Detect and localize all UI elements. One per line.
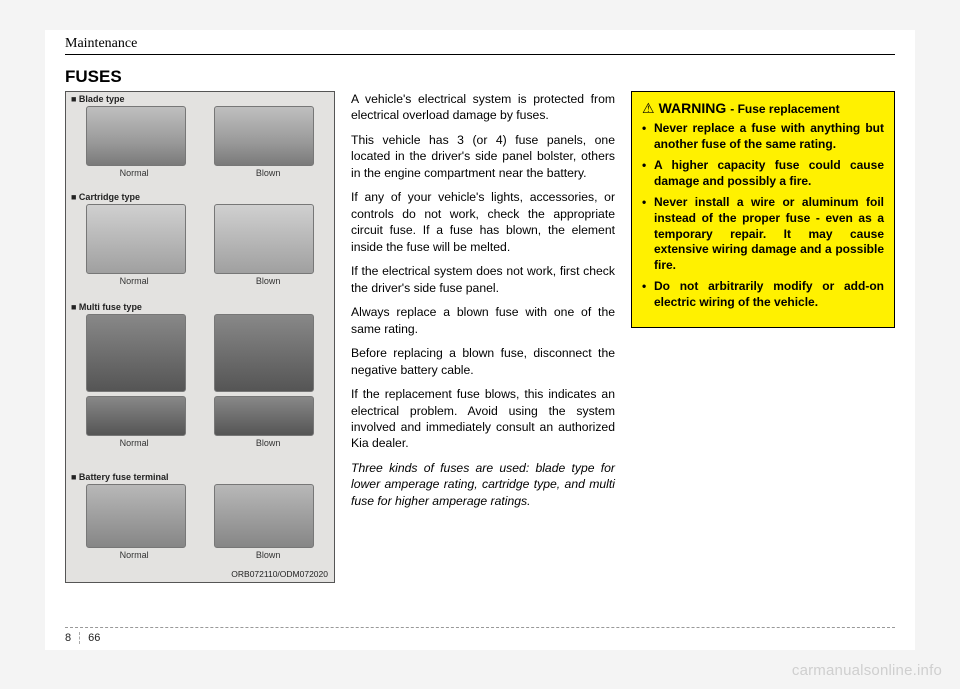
warning-item: Never replace a fuse with anything but a… (654, 121, 884, 152)
blade-blown-image (214, 106, 314, 166)
multi-blown-bottom-image (214, 396, 314, 436)
cartridge-blown-image (214, 204, 314, 274)
battery-type-block: ■ Battery fuse terminal Normal Blown (66, 472, 334, 560)
multi-type-block: ■ Multi fuse type Normal Blown (66, 302, 334, 448)
battery-blown-caption: Blown (256, 550, 281, 560)
cartridge-normal-image (86, 204, 186, 274)
blade-normal-caption: Normal (120, 168, 149, 178)
multi-label: ■ Multi fuse type (66, 302, 334, 312)
para-5: Always replace a blown fuse with one of … (351, 304, 615, 337)
warning-item: Do not arbitrarily modify or add-on elec… (654, 279, 884, 310)
chapter-number: 8 (65, 632, 80, 644)
multi-normal-image (86, 314, 186, 392)
page-number: 8 66 (65, 627, 895, 644)
para-1: A vehicle's electrical system is protect… (351, 91, 615, 124)
cartridge-blown-caption: Blown (256, 276, 281, 286)
para-2: This vehicle has 3 (or 4) fuse panels, o… (351, 132, 615, 181)
para-8: Three kinds of fuses are used: blade typ… (351, 460, 615, 509)
warning-item: A higher capacity fuse could cause damag… (654, 158, 884, 189)
cartridge-type-block: ■ Cartridge type Normal Blown (66, 192, 334, 286)
blade-normal-image (86, 106, 186, 166)
watermark: carmanualsonline.info (792, 662, 942, 679)
warning-title: WARNING (659, 100, 727, 116)
section-title: Maintenance (65, 36, 895, 55)
page-num: 66 (88, 632, 100, 644)
warning-list: Never replace a fuse with anything but a… (642, 121, 884, 311)
warning-column: ⚠ WARNING - Fuse replacement Never repla… (631, 91, 895, 583)
body-text-column: A vehicle's electrical system is protect… (351, 91, 615, 583)
blade-label: ■ Blade type (66, 94, 334, 104)
multi-blown-caption: Blown (256, 438, 281, 448)
warning-box: ⚠ WARNING - Fuse replacement Never repla… (631, 91, 895, 328)
columns: ■ Blade type Normal Blown ■ Cartridge ty… (45, 91, 915, 583)
para-7: If the replacement fuse blows, this indi… (351, 386, 615, 452)
battery-label: ■ Battery fuse terminal (66, 472, 334, 482)
warning-icon: ⚠ (642, 100, 655, 117)
blade-blown-caption: Blown (256, 168, 281, 178)
para-4: If the electrical system does not work, … (351, 263, 615, 296)
battery-normal-caption: Normal (120, 550, 149, 560)
para-6: Before replacing a blown fuse, disconnec… (351, 345, 615, 378)
multi-normal-caption: Normal (120, 438, 149, 448)
multi-blown-image (214, 314, 314, 392)
figure-column: ■ Blade type Normal Blown ■ Cartridge ty… (65, 91, 335, 583)
figure-code: ORB072110/ODM072020 (231, 569, 328, 579)
page: Maintenance FUSES ■ Blade type Normal Bl… (45, 30, 915, 650)
multi-normal-bottom-image (86, 396, 186, 436)
fuse-figure: ■ Blade type Normal Blown ■ Cartridge ty… (65, 91, 335, 583)
battery-normal-image (86, 484, 186, 548)
cartridge-normal-caption: Normal (120, 276, 149, 286)
battery-blown-image (214, 484, 314, 548)
page-title: FUSES (45, 57, 915, 91)
header: Maintenance (45, 30, 915, 57)
warning-subtitle: - Fuse replacement (730, 102, 839, 116)
blade-type-block: ■ Blade type Normal Blown (66, 94, 334, 178)
warning-item: Never install a wire or aluminum foil in… (654, 195, 884, 273)
warning-heading: ⚠ WARNING - Fuse replacement (642, 100, 884, 117)
para-3: If any of your vehicle's lights, accesso… (351, 189, 615, 255)
cartridge-label: ■ Cartridge type (66, 192, 334, 202)
